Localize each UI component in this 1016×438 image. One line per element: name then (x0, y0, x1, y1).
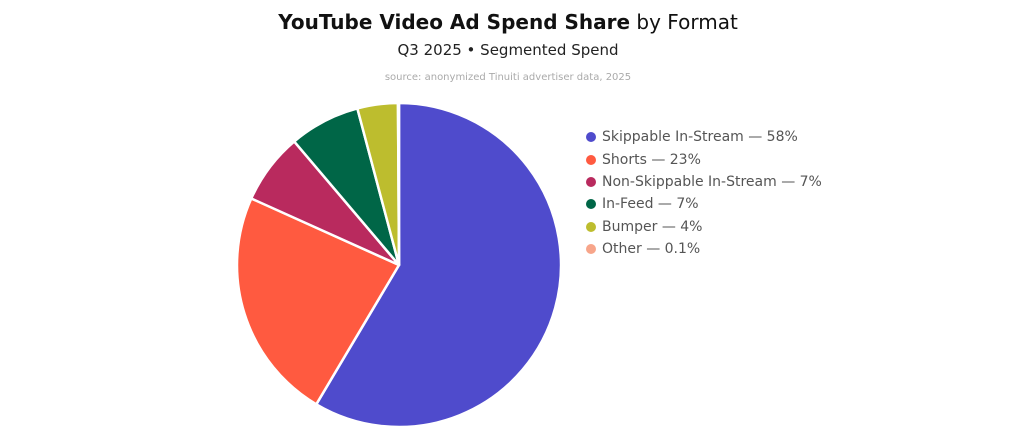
chart-legend: Skippable In-Stream — 58% Shorts — 23% Non… (586, 126, 822, 260)
legend-swatch-bumper (586, 221, 596, 232)
legend-label-non-skippable-in-stream: Non-Skippable In-Stream — 7% (602, 173, 822, 190)
legend-label-other: Other — 0.1% (602, 241, 701, 258)
pie-slice-skippable-in-stream (315, 101, 563, 429)
chart-title-bold: YouTube Video Ad Spend Share (278, 10, 631, 34)
legend-item-shorts: Shorts — 23% (586, 148, 822, 170)
pie-slice-other (396, 101, 401, 267)
chart-source: source: anonymized Tinuiti advertiser da… (384, 72, 632, 83)
legend-swatch-non-skippable-in-stream (586, 176, 596, 187)
legend-swatch-in-feed (586, 199, 596, 210)
legend-item-in-feed: In-Feed — 7% (586, 193, 822, 215)
legend-item-other: Other — 0.1% (586, 238, 822, 260)
legend-label-skippable-in-stream: Skippable In-Stream — 58% (602, 129, 798, 146)
pie-slice-shorts (235, 197, 401, 406)
legend-label-shorts: Shorts — 23% (602, 151, 701, 168)
legend-swatch-shorts (586, 154, 596, 165)
legend-label-bumper: Bumper — 4% (602, 218, 703, 235)
chart-title: YouTube Video Ad Spend Share by Format (0, 10, 1016, 34)
chart-title-rest: by Format (636, 10, 738, 34)
legend-item-skippable-in-stream: Skippable In-Stream — 58% (586, 126, 822, 148)
legend-swatch-other (586, 244, 596, 255)
legend-item-bumper: Bumper — 4% (586, 216, 822, 238)
chart-subtitle: Q3 2025 • Segmented Spend (397, 41, 619, 59)
legend-label-in-feed: In-Feed — 7% (602, 196, 699, 213)
legend-swatch-skippable-in-stream (586, 132, 596, 143)
legend-item-non-skippable-in-stream: Non-Skippable In-Stream — 7% (586, 171, 822, 193)
